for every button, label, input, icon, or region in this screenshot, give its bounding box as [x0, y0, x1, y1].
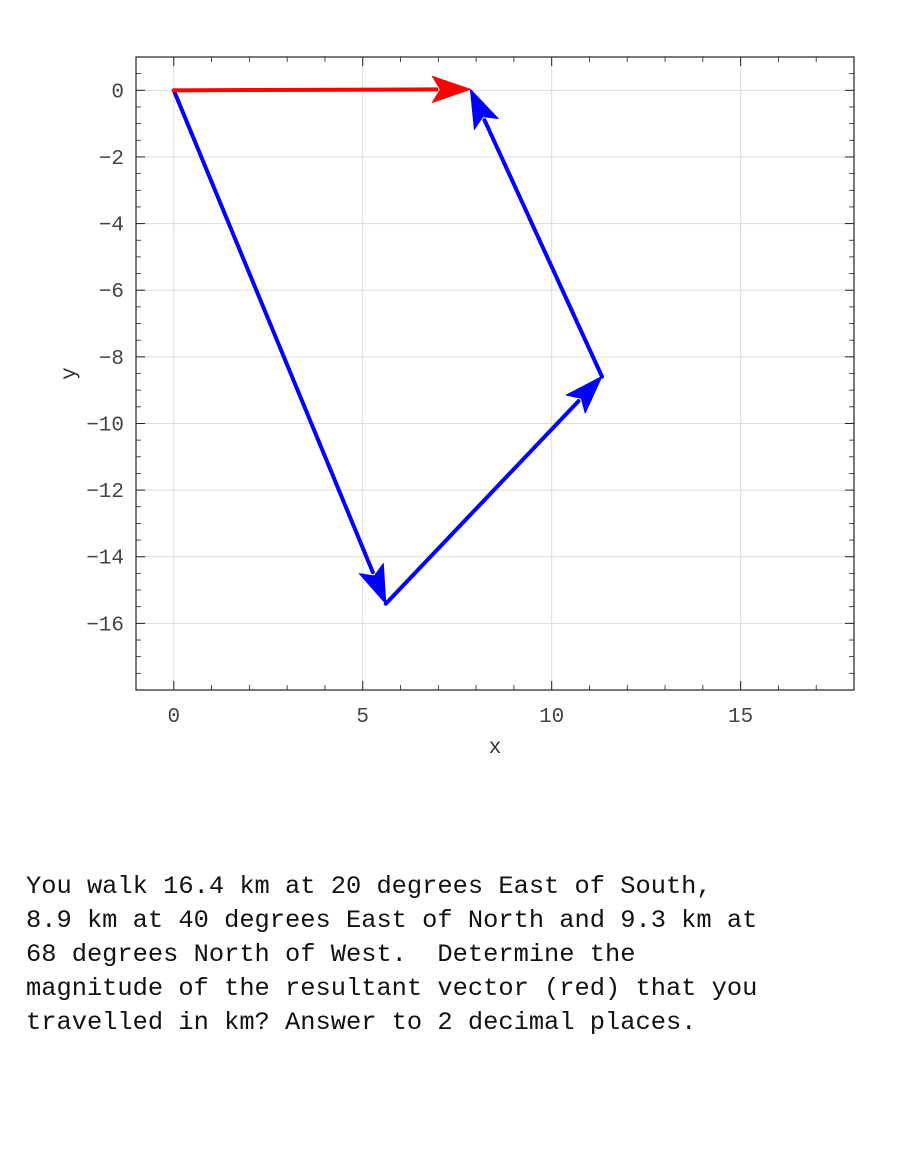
vector-arrowhead	[431, 75, 471, 103]
vector-shaft	[383, 399, 581, 606]
y-tick-label: −16	[86, 614, 124, 637]
x-tick-label: 10	[539, 706, 564, 729]
vector-arrowhead	[358, 563, 387, 605]
question-line: 8.9 km at 40 degrees East of North and 9…	[26, 906, 758, 935]
x-axis-label: x	[489, 737, 502, 760]
vector-arrowhead	[469, 88, 499, 130]
vector-shaft	[171, 87, 439, 93]
x-tick-label: 5	[356, 706, 369, 729]
question-line: 68 degrees North of West. Determine the	[26, 940, 636, 969]
x-tick-label: 0	[167, 706, 180, 729]
vector-shaft	[171, 88, 375, 575]
question-line: You walk 16.4 km at 20 degrees East of S…	[26, 872, 712, 901]
y-tick-label: −4	[99, 215, 124, 238]
tick-labels: 0 5 10 15 0 −2 −4 −6 −8 −10 −12 −14 −16	[86, 81, 753, 729]
vector-shaft	[482, 118, 604, 379]
plot-frame	[135, 56, 855, 691]
y-tick-label: −6	[99, 281, 124, 304]
y-tick-label: 0	[111, 81, 124, 104]
question-line: travelled in km? Answer to 2 decimal pla…	[26, 1008, 697, 1037]
vector-plot: 0 5 10 15 0 −2 −4 −6 −8 −10 −12 −14 −16 x y	[59, 56, 855, 760]
grid	[136, 57, 854, 690]
y-tick-label: −8	[99, 348, 124, 371]
vector-arrowhead	[565, 376, 603, 414]
x-tick-label: 15	[728, 706, 753, 729]
y-tick-label: −10	[86, 414, 124, 437]
vectors	[171, 75, 604, 606]
question-text: You walk 16.4 km at 20 degrees East of S…	[26, 870, 886, 1040]
minor-ticks	[135, 56, 855, 691]
question-line: magnitude of the resultant vector (red) …	[26, 974, 758, 1003]
y-tick-label: −2	[99, 148, 124, 171]
y-tick-label: −12	[86, 481, 124, 504]
y-axis-label: y	[59, 367, 82, 380]
y-tick-label: −14	[86, 548, 124, 571]
